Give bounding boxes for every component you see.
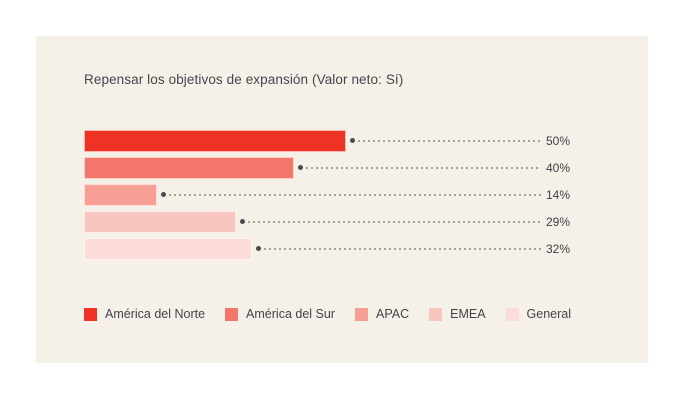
bar-end-marker-dot (255, 246, 261, 251)
chart-legend: América del Norte América del Sur APAC EMEA… (84, 307, 571, 321)
legend-item-1[interactable]: América del Sur (225, 307, 335, 321)
legend-label: APAC (375, 307, 410, 321)
bar-segment[interactable] (84, 238, 252, 260)
legend-label: América del Sur (246, 307, 335, 321)
bar-chart-plot-area: 50% 40% 14% 29% 32% (36, 36, 648, 363)
legend-label: América del Norte (105, 307, 206, 321)
bar-row-4: 32% (84, 238, 624, 260)
value-label: 14% (546, 188, 571, 202)
legend-label: General (526, 307, 572, 321)
leader-line (263, 248, 541, 250)
bar-end-marker-dot (239, 219, 245, 224)
legend-item-4[interactable]: General (505, 307, 572, 321)
leader-line (358, 140, 541, 142)
value-label: 50% (546, 134, 571, 148)
leader-line (169, 194, 541, 196)
legend-label: EMEA (450, 307, 486, 321)
legend-color-swatch (225, 307, 239, 321)
leader-line (247, 221, 541, 223)
legend-color-swatch (354, 307, 368, 321)
bar-end-marker-dot (350, 138, 355, 143)
leader-line (305, 167, 541, 169)
value-label: 32% (546, 242, 571, 256)
legend-item-2[interactable]: APAC (354, 307, 410, 321)
bar-segment[interactable] (84, 184, 158, 206)
bar-end-marker-dot (161, 192, 167, 197)
legend-color-swatch (505, 307, 519, 321)
value-label: 29% (546, 215, 571, 229)
value-label: 40% (546, 161, 571, 175)
bar-row-0: 50% (84, 130, 624, 152)
legend-item-3[interactable]: EMEA (429, 307, 486, 321)
bar-segment[interactable] (84, 157, 294, 179)
legend-item-0[interactable]: América del Norte (84, 307, 205, 321)
legend-color-swatch (429, 307, 443, 321)
bar-segment[interactable] (84, 130, 346, 152)
bar-segment[interactable] (84, 211, 236, 233)
bar-end-marker-dot (297, 165, 303, 170)
chart-title: Repensar los objetivos de expansión (Val… (84, 72, 404, 87)
bar-row-3: 29% (84, 211, 624, 233)
bar-row-1: 40% (84, 157, 624, 179)
bar-row-2: 14% (84, 184, 624, 206)
legend-color-swatch (84, 307, 97, 321)
chart-card: Repensar los objetivos de expansión (Val… (36, 36, 648, 363)
